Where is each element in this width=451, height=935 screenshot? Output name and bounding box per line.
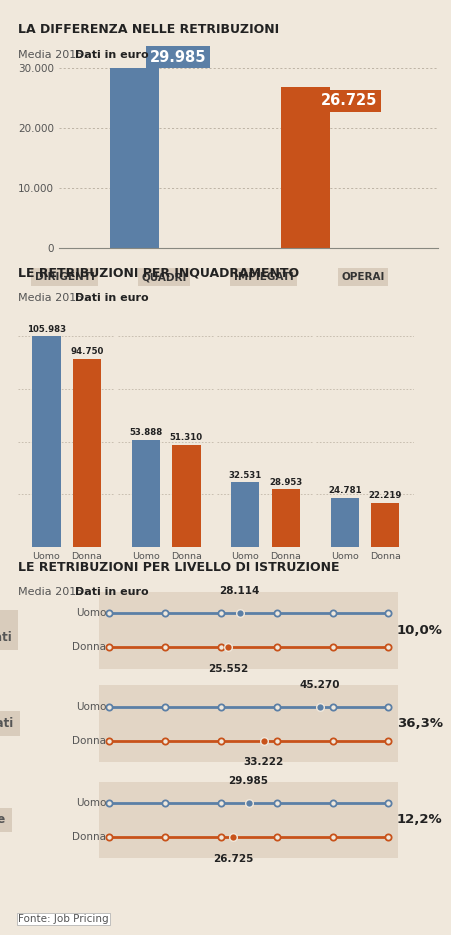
Text: Donna: Donna (72, 736, 106, 745)
Text: Dati in euro: Dati in euro (74, 587, 148, 597)
Text: Uomo: Uomo (76, 609, 106, 618)
Text: Laureati: Laureati (0, 717, 14, 730)
Text: 51.310: 51.310 (170, 434, 202, 442)
Text: 29.985: 29.985 (150, 50, 206, 65)
Text: OPERAI: OPERAI (341, 272, 384, 282)
Bar (230, 482, 259, 547)
Bar (73, 358, 101, 547)
Text: Dati in euro: Dati in euro (74, 50, 148, 60)
Text: Uomo: Uomo (76, 702, 106, 712)
Bar (110, 68, 159, 248)
Text: LE RETRIBUZIONI PER LIVELLO DI ISTRUZIONE: LE RETRIBUZIONI PER LIVELLO DI ISTRUZION… (18, 561, 339, 574)
Bar (32, 337, 60, 547)
Bar (131, 439, 160, 547)
Text: 45.270: 45.270 (299, 680, 339, 690)
Text: 24.781: 24.781 (327, 486, 361, 496)
Text: DIRIGENTI: DIRIGENTI (35, 272, 94, 282)
Text: 26.725: 26.725 (320, 94, 376, 108)
Text: Dati in euro: Dati in euro (74, 293, 148, 303)
Text: 28.953: 28.953 (269, 478, 302, 487)
Text: 33.222: 33.222 (243, 757, 283, 768)
Bar (172, 445, 200, 547)
Bar (330, 497, 358, 547)
Text: LE RETRIBUZIONI PER INQUADRAMENTO: LE RETRIBUZIONI PER INQUADRAMENTO (18, 266, 299, 280)
Text: 36,3%: 36,3% (396, 717, 442, 730)
Text: Totale: Totale (0, 813, 6, 827)
Text: QUADRI: QUADRI (141, 272, 186, 282)
Text: 25.552: 25.552 (207, 664, 248, 674)
Bar (370, 503, 399, 547)
Text: Donna: Donna (72, 832, 106, 842)
Text: Non
laureati: Non laureati (0, 616, 12, 644)
Text: Donna: Donna (72, 642, 106, 652)
Text: 28.114: 28.114 (219, 586, 259, 597)
Text: Media 2015.: Media 2015. (18, 293, 90, 303)
Text: 105.983: 105.983 (27, 324, 66, 334)
Bar (271, 489, 299, 547)
Text: 29.985: 29.985 (228, 776, 268, 786)
Text: Fonte: Job Pricing: Fonte: Job Pricing (18, 913, 108, 924)
Bar (280, 87, 330, 248)
Text: 26.725: 26.725 (213, 854, 253, 864)
Text: IMPIEGATI: IMPIEGATI (233, 272, 293, 282)
Text: LA DIFFERENZA NELLE RETRIBUZIONI: LA DIFFERENZA NELLE RETRIBUZIONI (18, 23, 279, 36)
Text: 12,2%: 12,2% (396, 813, 442, 827)
Text: 53.888: 53.888 (129, 428, 162, 438)
Text: Media 2015.: Media 2015. (18, 50, 90, 60)
Text: Uomo: Uomo (76, 798, 106, 808)
Text: 94.750: 94.750 (70, 347, 103, 356)
Text: Media 2015.: Media 2015. (18, 587, 90, 597)
Text: 10,0%: 10,0% (396, 624, 442, 637)
Text: 32.531: 32.531 (228, 470, 261, 480)
Text: 22.219: 22.219 (368, 491, 401, 500)
